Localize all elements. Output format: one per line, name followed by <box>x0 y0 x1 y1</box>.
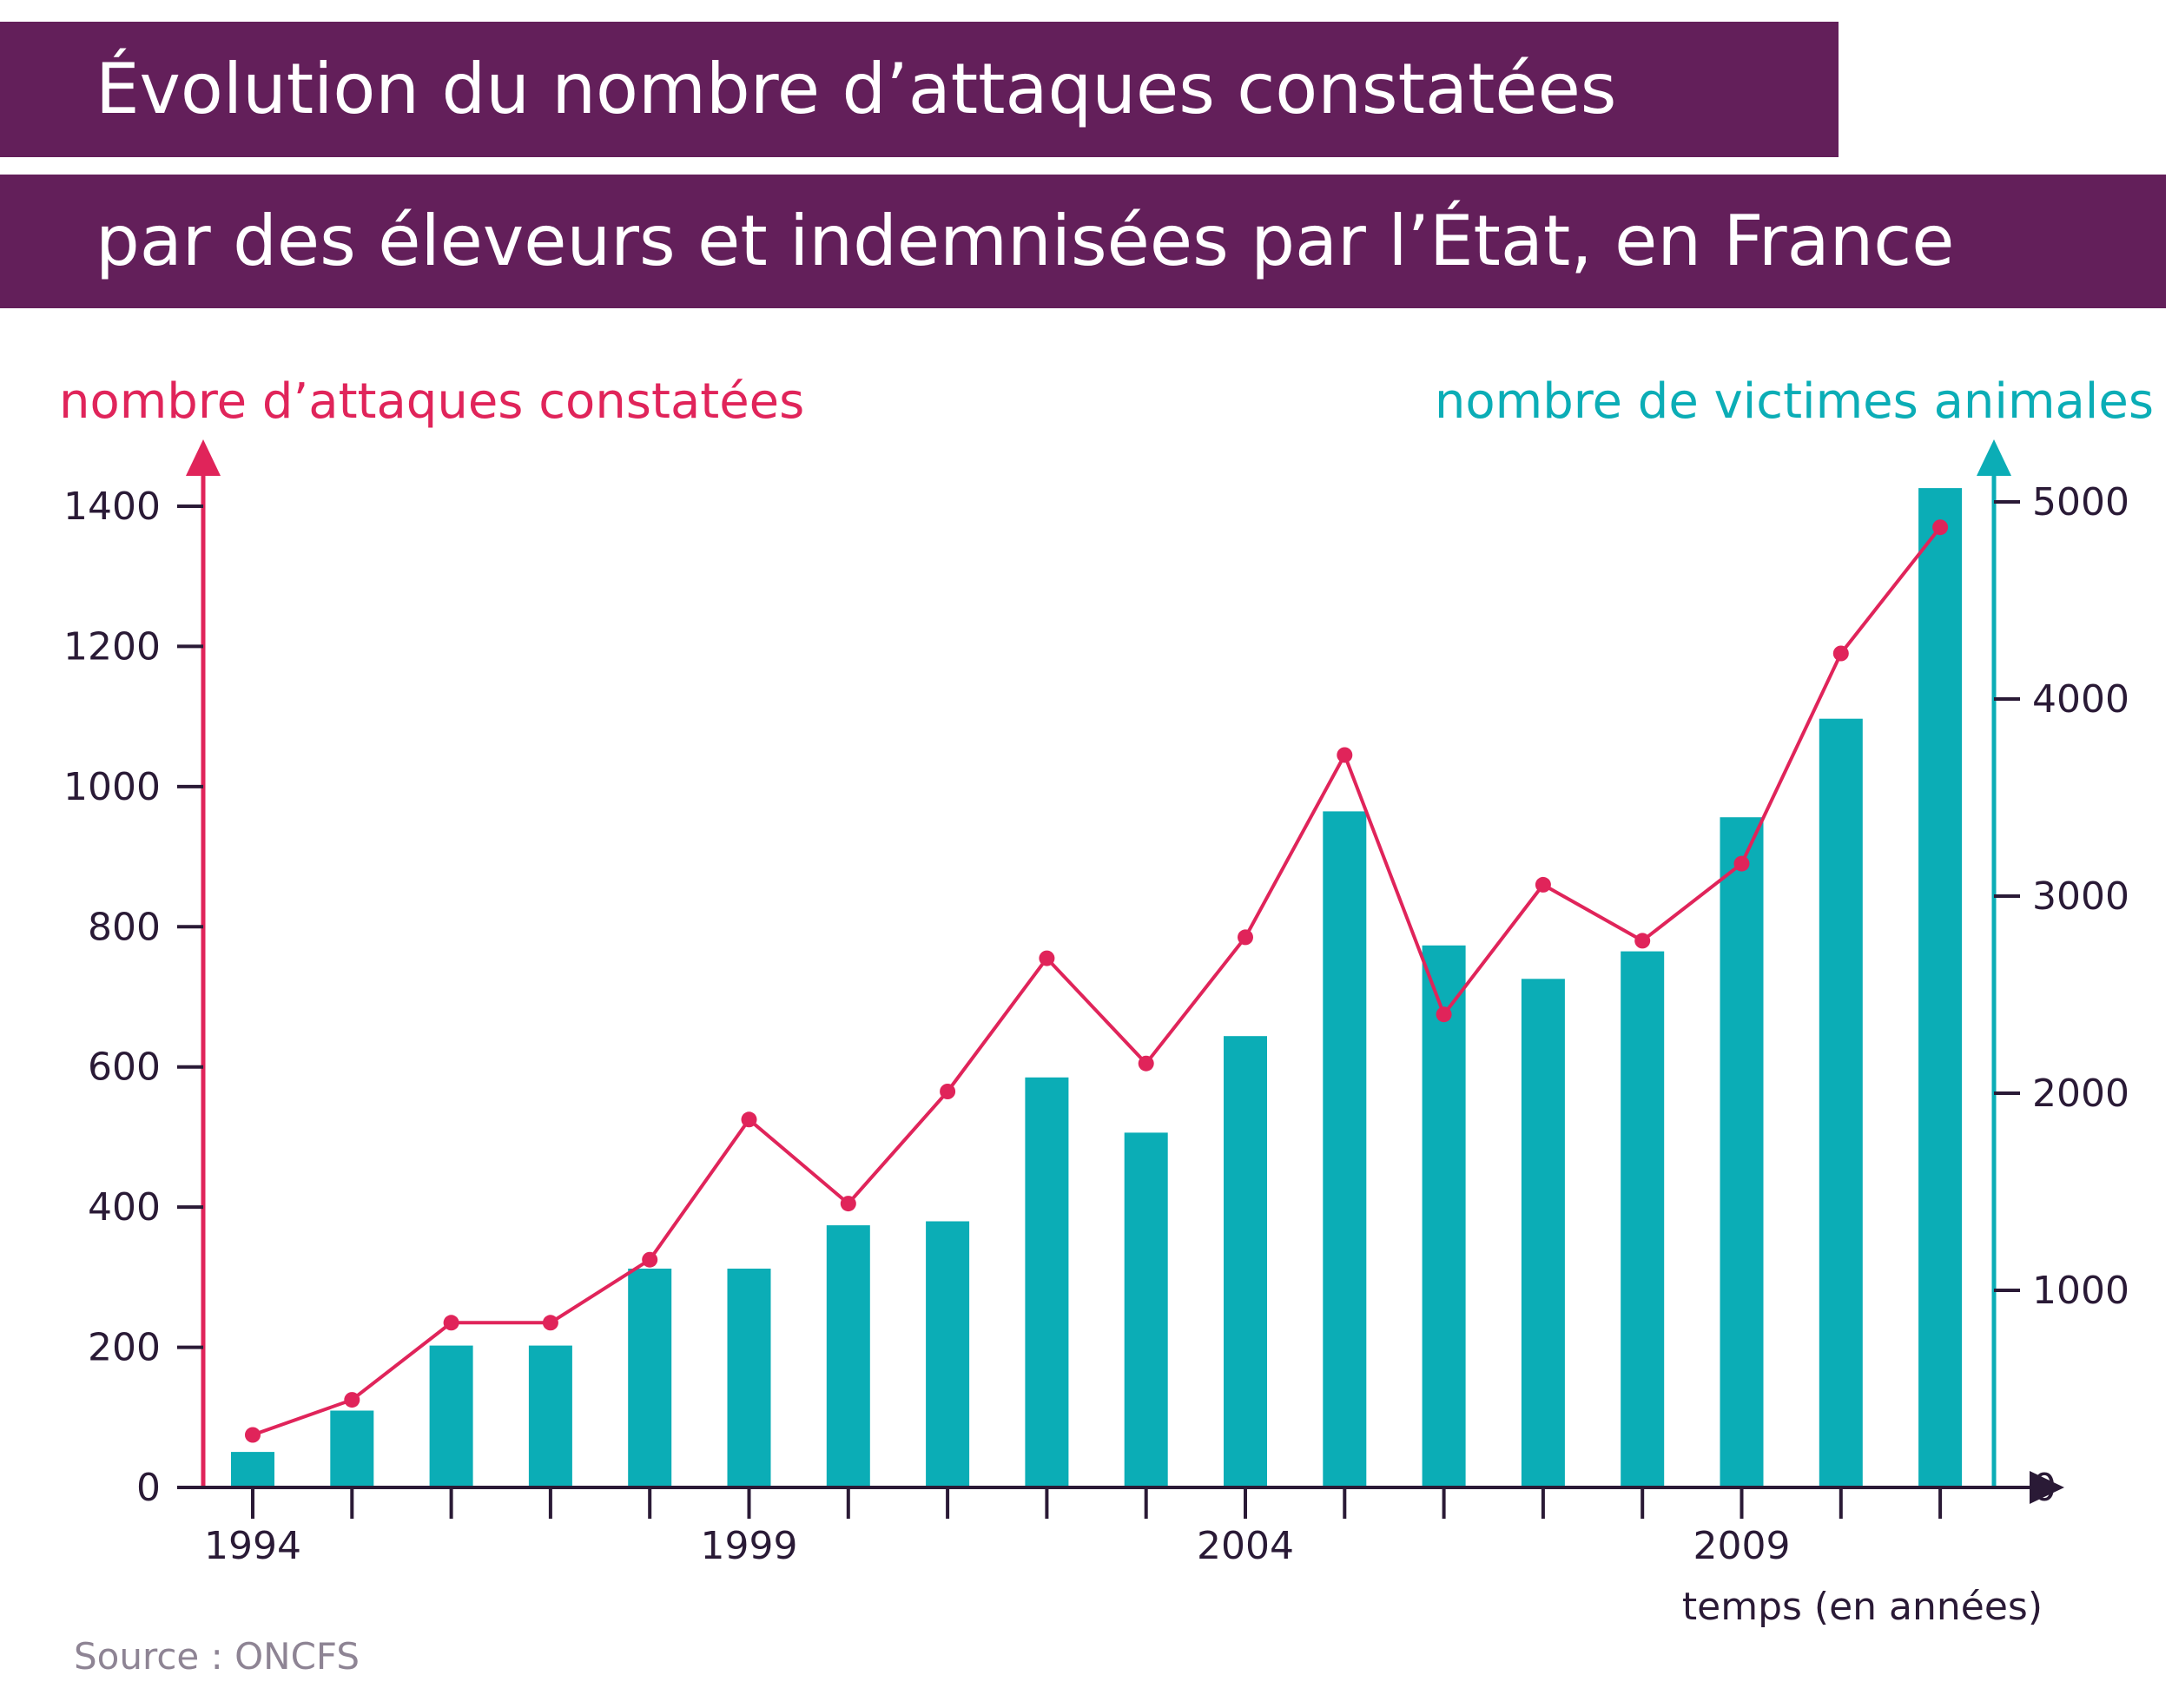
right-tick-label-4000: 4000 <box>2032 677 2129 722</box>
attacks-point-1997 <box>542 1315 558 1331</box>
axes <box>177 439 2064 1504</box>
victims-bar-1994 <box>231 1452 274 1487</box>
left-tick-label-0: 0 <box>136 1466 161 1510</box>
victims-bar-2008 <box>1621 951 1665 1487</box>
x-tick-label-2009: 2009 <box>1693 1524 1791 1568</box>
victims-bar-2001 <box>926 1221 970 1487</box>
attacks-point-1996 <box>443 1315 459 1331</box>
x-axis-title: temps (en années) <box>1682 1585 2043 1629</box>
source-note: Source : ONCFS <box>74 1635 360 1678</box>
right-tick-label-3000: 3000 <box>2032 874 2129 919</box>
attacks-point-1995 <box>344 1392 360 1408</box>
right-tick-label-1000: 1000 <box>2032 1269 2129 1313</box>
victims-bar-1996 <box>429 1345 473 1487</box>
attacks-point-2002 <box>1039 950 1055 966</box>
left-tick-label-1000: 1000 <box>63 765 161 809</box>
left-tick-label-1400: 1400 <box>63 485 161 529</box>
attacks-point-2006 <box>1436 1006 1452 1023</box>
right-axis-title: nombre de victimes animales <box>1435 373 2154 430</box>
victims-bar-2007 <box>1521 979 1565 1487</box>
attacks-point-2003 <box>1138 1055 1154 1072</box>
attacks-point-1998 <box>642 1251 658 1268</box>
right-tick-label-2000: 2000 <box>2032 1072 2129 1116</box>
victims-bar-2000 <box>826 1225 870 1487</box>
attacks-point-2000 <box>840 1196 856 1212</box>
victims-bar-2006 <box>1422 945 1466 1488</box>
left-tick-label-200: 200 <box>88 1326 161 1370</box>
victims-bars <box>231 488 1963 1488</box>
victims-bar-1995 <box>330 1410 374 1487</box>
x-axis-arrow-icon <box>2030 1471 2064 1504</box>
victims-bar-2003 <box>1124 1132 1168 1487</box>
victims-bar-2005 <box>1323 811 1367 1487</box>
left-tick-label-400: 400 <box>88 1185 161 1230</box>
victims-bar-2010 <box>1819 718 1863 1487</box>
title-line-1: Évolution du nombre d’attaques constatée… <box>0 22 1839 157</box>
attacks-point-2010 <box>1832 645 1849 662</box>
attacks-point-2004 <box>1238 929 1253 946</box>
attacks-point-2008 <box>1634 933 1651 949</box>
attacks-point-2001 <box>940 1084 956 1099</box>
left-tick-label-1200: 1200 <box>63 624 161 669</box>
x-tick-label-1999: 1999 <box>701 1524 798 1568</box>
attacks-markers <box>245 519 1949 1443</box>
attacks-point-1999 <box>741 1111 757 1128</box>
victims-bar-1998 <box>628 1269 672 1487</box>
right-tick-label-0: 0 <box>2032 1466 2056 1510</box>
victims-bar-2002 <box>1025 1077 1069 1487</box>
attacks-line <box>252 525 1942 1437</box>
attacks-point-2005 <box>1337 747 1353 763</box>
attacks-line-series <box>252 525 1942 1437</box>
attacks-point-2011 <box>1932 519 1949 536</box>
victims-bar-2009 <box>1720 817 1764 1487</box>
x-tick-label-1994: 1994 <box>204 1524 301 1568</box>
left-tick-label-600: 600 <box>88 1045 161 1090</box>
victims-bar-2004 <box>1224 1036 1267 1487</box>
right-axis-arrow-icon <box>1977 439 2011 476</box>
left-axis-title: nombre d’attaques constatées <box>59 373 804 430</box>
title-line-2: par des éleveurs et indemnisées par l’Ét… <box>0 175 2166 308</box>
left-axis-arrow-icon <box>186 439 221 476</box>
victims-bar-2011 <box>1918 488 1963 1487</box>
attacks-point-1994 <box>245 1427 261 1443</box>
attacks-point-2007 <box>1535 876 1551 893</box>
x-tick-label-2004: 2004 <box>1197 1524 1294 1568</box>
left-tick-label-800: 800 <box>88 905 161 949</box>
victims-bar-1997 <box>528 1345 572 1487</box>
attacks-point-2009 <box>1733 855 1750 872</box>
axis-ticks: 0 200 400 600 800 1000 1200 1400 0 1000 2000 3000 40… <box>63 480 2129 1568</box>
right-tick-label-5000: 5000 <box>2032 480 2129 524</box>
victims-bar-1999 <box>727 1269 771 1487</box>
